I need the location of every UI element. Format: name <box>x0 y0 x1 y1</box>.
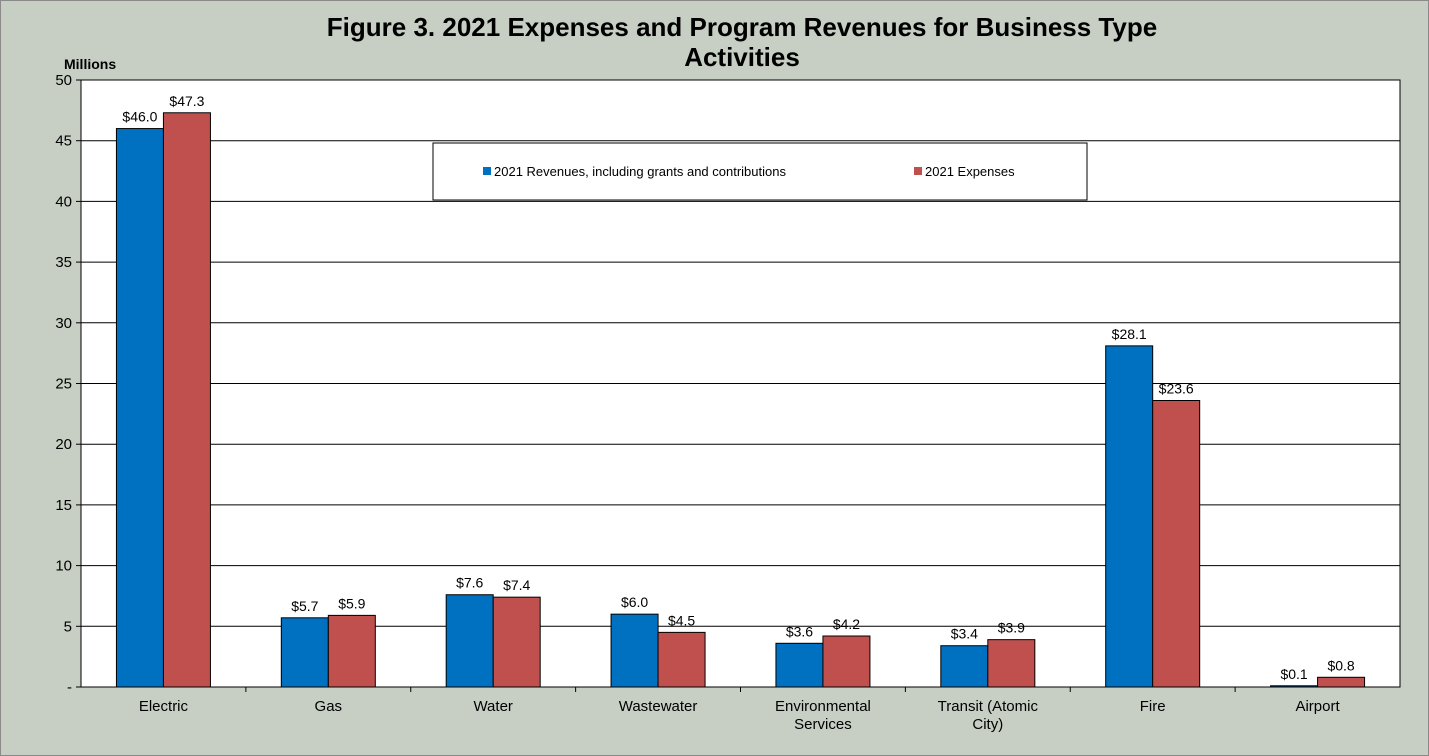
data-label: $3.6 <box>786 623 813 639</box>
y-tick-label: 15 <box>55 497 72 514</box>
data-label: $5.7 <box>291 598 318 614</box>
bar-revenue <box>445 594 494 688</box>
data-label: $6.0 <box>621 594 648 610</box>
x-tick-label: Transit (Atomic <box>938 698 1039 715</box>
x-tick-label: Airport <box>1295 698 1340 715</box>
legend-label: 2021 Revenues, including grants and cont… <box>494 164 786 179</box>
x-tick-label: Services <box>794 716 852 733</box>
bar-expense <box>1317 676 1366 688</box>
y-tick-label: 40 <box>55 193 72 210</box>
bar-revenue <box>1270 685 1319 688</box>
y-tick-label: 20 <box>55 436 72 453</box>
bar-revenue <box>115 128 164 688</box>
y-tick-label: 30 <box>55 315 72 332</box>
data-label: $4.2 <box>833 616 860 632</box>
bar-revenue <box>280 617 329 688</box>
data-label: $0.1 <box>1280 666 1307 682</box>
data-label: $4.5 <box>668 612 695 628</box>
y-tick-label: 5 <box>64 618 72 635</box>
data-label: $47.3 <box>169 93 204 109</box>
legend-label: 2021 Expenses <box>925 164 1015 179</box>
chart-title: Figure 3. 2021 Expenses and Program Reve… <box>326 12 1158 72</box>
y-axis-label: Millions <box>64 56 116 72</box>
data-label: $23.6 <box>1159 380 1194 396</box>
bar-expense <box>987 639 1036 688</box>
data-label: $7.6 <box>456 575 483 591</box>
data-label: $3.9 <box>998 620 1025 636</box>
y-tick-label: 25 <box>55 376 72 393</box>
bar-revenue <box>940 645 989 688</box>
x-tick-label: Electric <box>139 698 189 715</box>
bar-revenue <box>775 642 824 688</box>
bar-expense <box>162 112 211 688</box>
data-label: $5.9 <box>338 595 365 611</box>
x-tick-label: Water <box>473 698 512 715</box>
bar-revenue <box>1105 345 1154 688</box>
y-tick-label: 50 <box>55 72 72 89</box>
y-tick-label: 35 <box>55 254 72 271</box>
bar-expense <box>1152 399 1201 688</box>
x-tick-label: Wastewater <box>619 698 698 715</box>
legend-swatch <box>483 167 491 175</box>
data-label: $7.4 <box>503 577 530 593</box>
bar-expense <box>657 631 706 688</box>
data-label: $0.8 <box>1327 657 1354 673</box>
y-tick-label: 10 <box>55 558 72 575</box>
x-tick-label: Gas <box>315 698 343 715</box>
legend-swatch <box>914 167 922 175</box>
y-tick-label: - <box>67 679 72 696</box>
data-label: $3.4 <box>951 626 978 642</box>
bar-expense <box>327 614 376 688</box>
bar-expense <box>492 596 541 688</box>
data-label: $28.1 <box>1112 326 1147 342</box>
data-label: $46.0 <box>122 109 157 125</box>
bar-expense <box>822 635 871 688</box>
x-tick-label: Environmental <box>775 698 871 715</box>
legend-box <box>432 142 1088 201</box>
x-tick-label: City) <box>972 716 1003 733</box>
bar-revenue <box>610 613 659 688</box>
y-tick-label: 45 <box>55 133 72 150</box>
x-tick-label: Fire <box>1140 698 1166 715</box>
